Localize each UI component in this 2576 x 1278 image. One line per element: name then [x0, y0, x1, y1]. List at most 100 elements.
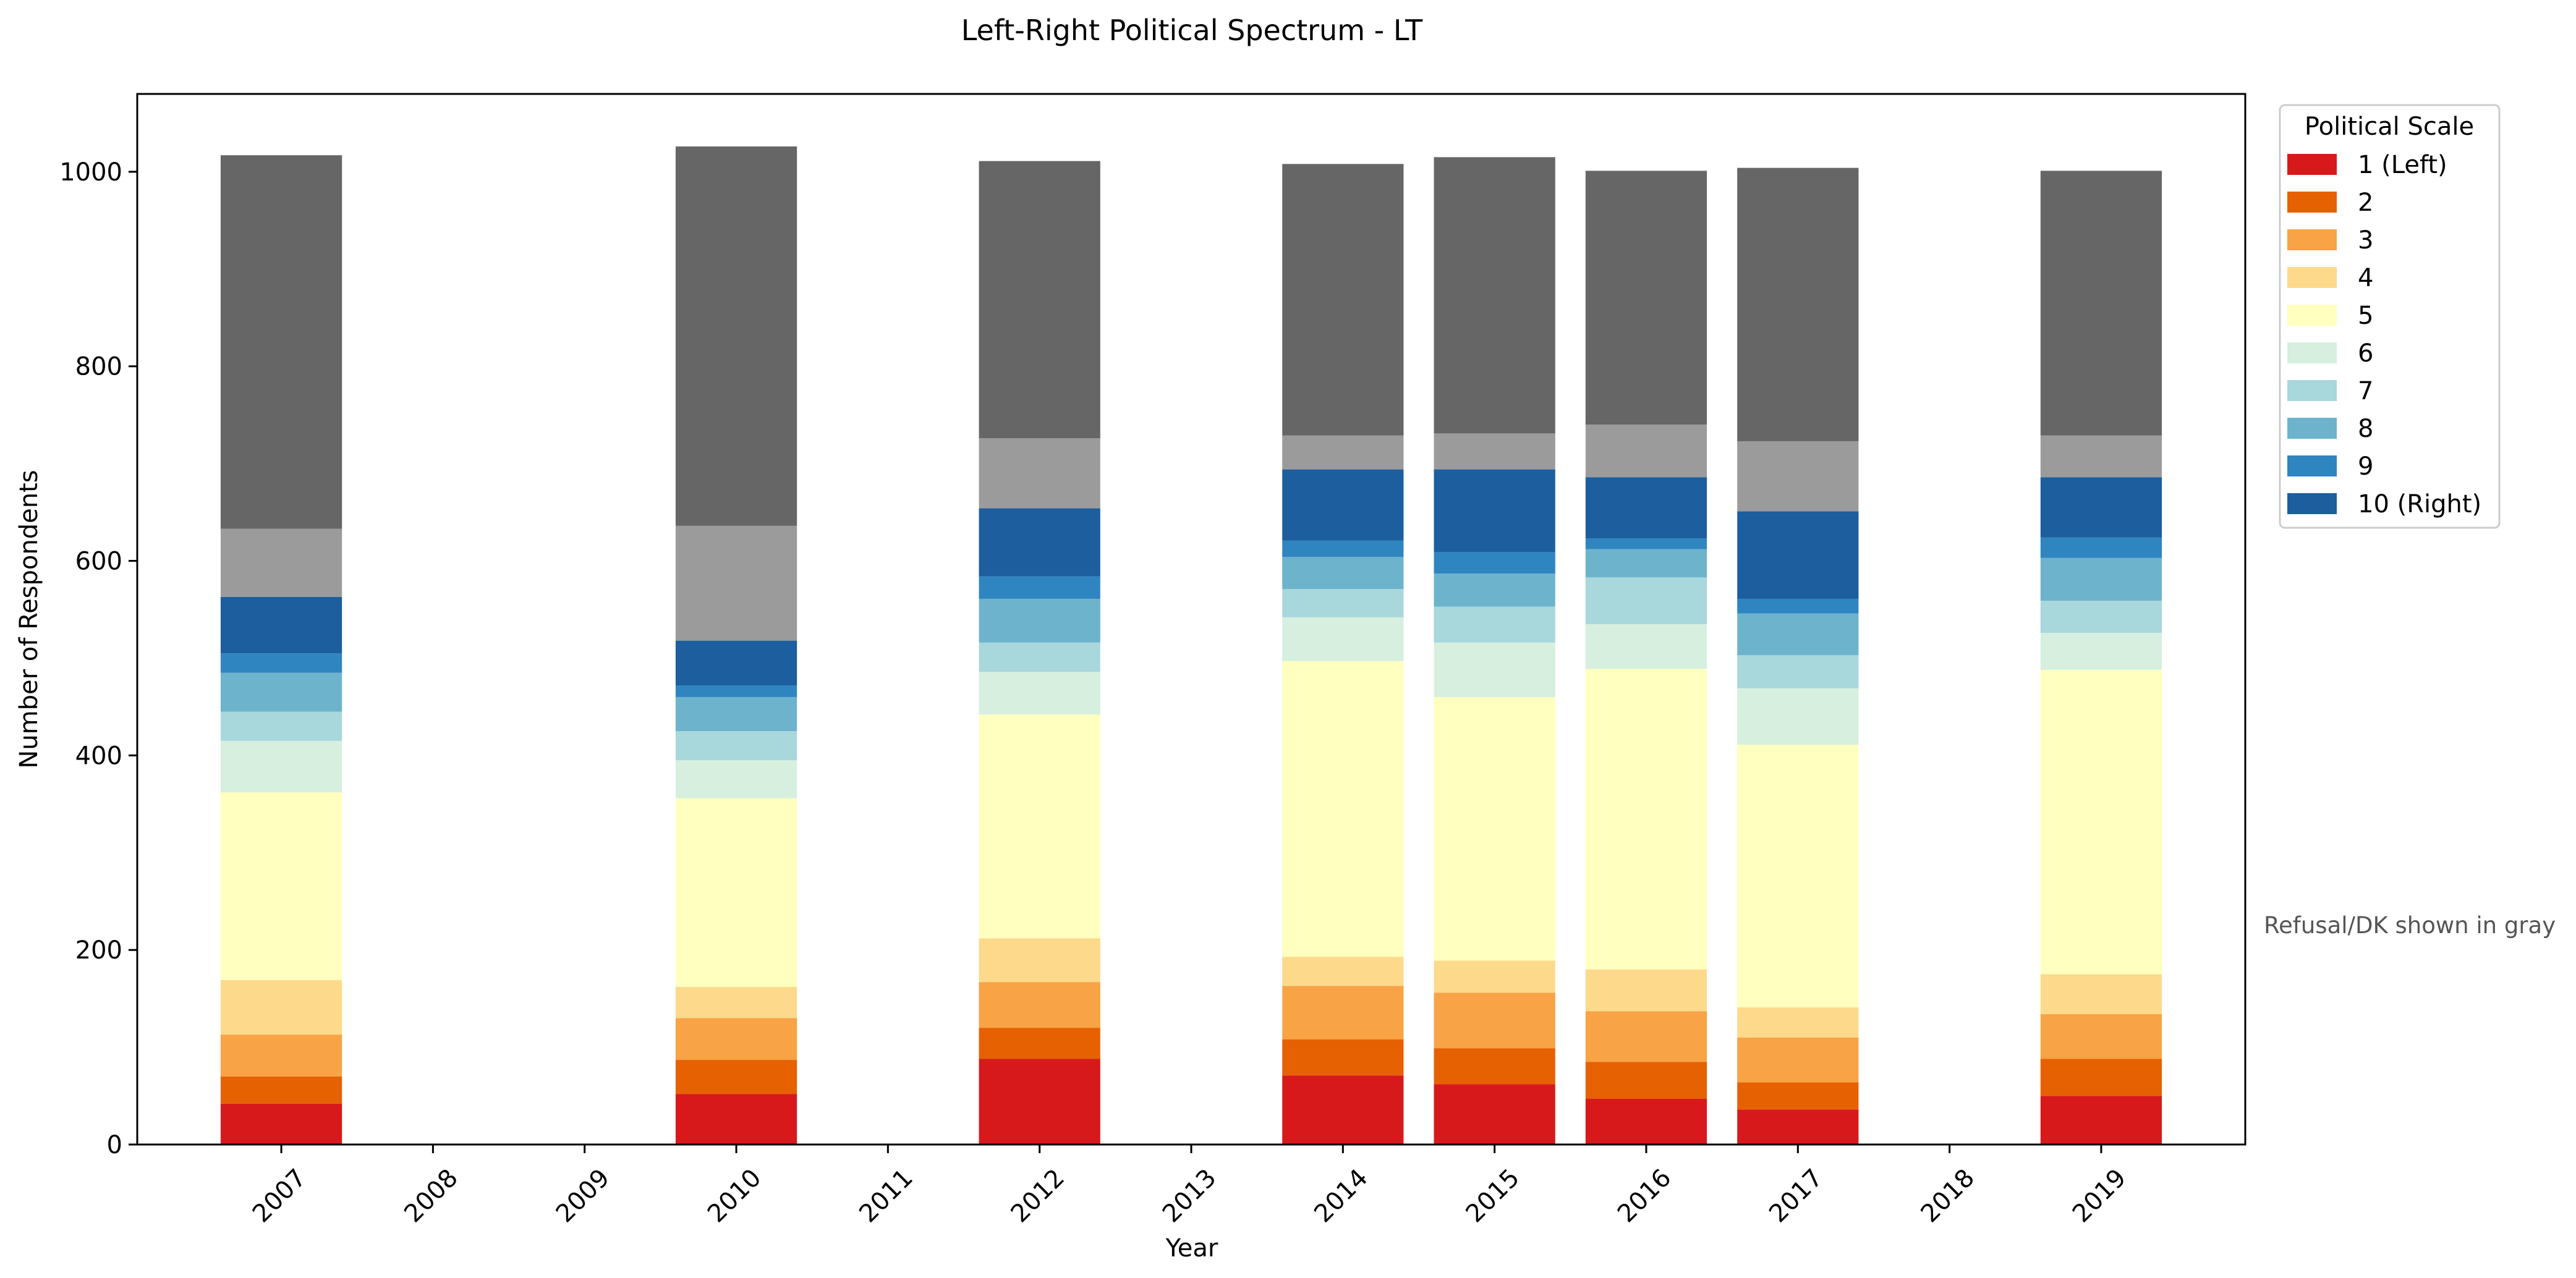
bar-segment-2017-6 [1737, 688, 1859, 745]
bar-segment-2015-1 [1434, 1084, 1555, 1145]
bar-segment-2019-10 [2040, 477, 2162, 538]
legend: Political Scale 1 (Left) 2 3 4 5 6 7 8 9 10 (Righ… [2279, 104, 2501, 529]
legend-label-5: 5 [2358, 302, 2373, 330]
bar-segment-2015-12 [1434, 157, 1555, 434]
bar-segment-2019-1 [2040, 1096, 2162, 1145]
bar-segment-2007-3 [220, 1035, 342, 1077]
legend-swatch-1 [2287, 154, 2337, 175]
legend-label-9: 9 [2358, 452, 2373, 481]
bar-segment-2007-9 [220, 653, 342, 673]
legend-swatch-4 [2287, 267, 2337, 288]
y-tick-label: 1000 [59, 158, 122, 187]
x-tick-label: 2018 [1916, 1164, 1981, 1229]
bar-segment-2017-10 [1737, 511, 1859, 599]
bar-segment-2010-12 [675, 146, 797, 526]
x-tick-label: 2019 [2067, 1164, 2132, 1229]
legend-label-8: 8 [2358, 415, 2373, 443]
bar-segment-2019-5 [2040, 669, 2162, 975]
bar-segment-2016-5 [1585, 669, 1707, 970]
bar-segment-2010-11 [675, 525, 797, 641]
legend-label-3: 3 [2358, 226, 2373, 255]
bar-segment-2014-9 [1282, 540, 1404, 557]
x-tick-label: 2011 [854, 1164, 919, 1229]
x-tick-label: 2013 [1157, 1164, 1222, 1229]
bar-segment-2015-3 [1434, 992, 1555, 1049]
legend-label-7: 7 [2358, 377, 2373, 405]
bar-segment-2010-1 [675, 1094, 797, 1145]
y-tick-label: 600 [75, 548, 122, 576]
bar-segment-2019-8 [2040, 557, 2162, 601]
bar-segment-2012-3 [979, 982, 1100, 1028]
x-tick-label: 2008 [399, 1164, 464, 1229]
bar-segment-2016-11 [1585, 425, 1707, 478]
bar-segment-2014-6 [1282, 617, 1404, 661]
bar-segment-2017-1 [1737, 1109, 1859, 1145]
bar-segment-2016-4 [1585, 969, 1707, 1012]
bar-segment-2016-8 [1585, 549, 1707, 578]
chart-title: Left-Right Political Spectrum - LT [961, 14, 1423, 47]
legend-label-2: 2 [2358, 188, 2373, 217]
legend-label-4: 4 [2358, 264, 2373, 292]
bar-segment-2019-7 [2040, 601, 2162, 633]
bar-segment-2010-8 [675, 696, 797, 732]
bar-segment-2012-4 [979, 938, 1100, 983]
bar-segment-2016-12 [1585, 171, 1707, 425]
x-tick-label: 2015 [1461, 1164, 1526, 1229]
bar-segment-2010-3 [675, 1018, 797, 1060]
bar-segment-2007-6 [220, 740, 342, 793]
bar-segment-2016-6 [1585, 624, 1707, 669]
legend-label-10: 10 (Right) [2358, 490, 2481, 518]
bar-segment-2015-2 [1434, 1048, 1555, 1085]
legend-swatch-10 [2287, 493, 2337, 514]
bar-segment-2019-9 [2040, 537, 2162, 558]
bar-segment-2019-12 [2040, 171, 2162, 436]
x-tick-label: 2010 [702, 1164, 767, 1229]
bar-segment-2017-3 [1737, 1037, 1859, 1083]
legend-swatch-5 [2287, 305, 2337, 326]
bar-segment-2019-3 [2040, 1014, 2162, 1059]
bar-segment-2010-9 [675, 685, 797, 697]
bar-segment-2012-1 [979, 1059, 1100, 1145]
bar-segment-2014-5 [1282, 661, 1404, 957]
legend-label-6: 6 [2358, 339, 2373, 368]
y-tick-label: 400 [75, 742, 122, 770]
legend-swatch-9 [2287, 455, 2337, 476]
bar-segment-2007-8 [220, 672, 342, 712]
bar-segment-2012-7 [979, 642, 1100, 672]
bar-segment-2007-11 [220, 528, 342, 597]
bar-segment-2015-8 [1434, 573, 1555, 607]
bar-segment-2017-12 [1737, 167, 1859, 441]
legend-swatch-7 [2287, 380, 2337, 401]
bar-segment-2015-4 [1434, 960, 1555, 993]
bar-segment-2010-2 [675, 1060, 797, 1094]
bar-segment-2015-5 [1434, 696, 1555, 961]
bar-segment-2019-11 [2040, 435, 2162, 478]
bar-segment-2019-2 [2040, 1059, 2162, 1096]
bar-segment-2014-11 [1282, 435, 1404, 470]
y-axis-label: Number of Respondents [15, 470, 43, 768]
refusal-note: Refusal/DK shown in gray [2264, 912, 2556, 939]
y-axis: 0 200 400 600 800 1000 [59, 158, 137, 1159]
bar-segment-2015-7 [1434, 606, 1555, 643]
bar-segment-2014-12 [1282, 164, 1404, 436]
bar-segment-2016-9 [1585, 538, 1707, 549]
bar-segment-2007-12 [220, 155, 342, 529]
bar-segment-2014-1 [1282, 1075, 1404, 1145]
bar-segment-2012-8 [979, 598, 1100, 643]
x-tick-label: 2012 [1006, 1164, 1071, 1229]
bar-segment-2015-11 [1434, 433, 1555, 470]
bar-segment-2012-5 [979, 714, 1100, 939]
bar-segment-2007-4 [220, 980, 342, 1035]
bar-segment-2007-2 [220, 1076, 342, 1104]
bar-segment-2010-7 [675, 731, 797, 761]
bar-segment-2017-2 [1737, 1082, 1859, 1110]
bar-segment-2017-7 [1737, 655, 1859, 688]
x-tick-label: 2007 [247, 1164, 312, 1229]
legend-items: 1 (Left) 2 3 4 5 6 7 8 9 10 (Right) [2287, 151, 2481, 518]
x-tick-label: 2016 [1612, 1164, 1677, 1229]
y-tick-label: 200 [75, 936, 122, 965]
bar-segment-2012-10 [979, 508, 1100, 577]
x-tick-label: 2009 [551, 1164, 616, 1229]
bar-segment-2012-2 [979, 1028, 1100, 1059]
